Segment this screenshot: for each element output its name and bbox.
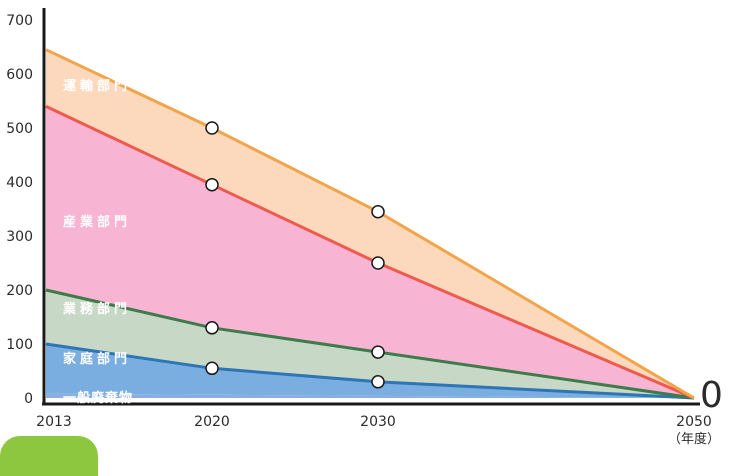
y-tick-label: 200 [6, 283, 33, 299]
x-tick-label: 2020 [194, 414, 230, 430]
data-marker-3 [371, 345, 385, 359]
series-line-4 [45, 48, 695, 400]
y-tick-label: 300 [6, 229, 33, 245]
data-markers [205, 121, 385, 389]
zero-annotation: 0 [700, 375, 723, 416]
series-lines [45, 48, 695, 400]
axes [42, 8, 700, 406]
data-marker-5 [371, 256, 385, 270]
series-line-2 [45, 288, 695, 400]
data-marker-6 [205, 121, 219, 135]
area-1 [46, 344, 694, 398]
x-tick-label: 2013 [36, 414, 72, 430]
label-transport: 運輸部門 [49, 70, 165, 99]
label-business: 業務部門 [49, 294, 165, 321]
series-line-3 [45, 105, 695, 400]
data-marker-2 [205, 321, 219, 335]
y-tick-label: 100 [6, 337, 33, 353]
data-marker-7 [371, 204, 385, 219]
label-household-text: 家庭部門 [63, 352, 132, 367]
y-tick-label: 500 [6, 121, 33, 137]
y-tick-label: 0 [24, 391, 33, 407]
label-waste-text: 一般廃棄物 [63, 391, 134, 406]
label-waste: 一般廃棄物 [49, 383, 165, 410]
label-transport-text: 運輸部門 [63, 79, 132, 94]
x-tick-label: 2050 [676, 414, 712, 430]
label-household: 家庭部門 [49, 344, 165, 371]
decorative-green-tab [0, 436, 98, 476]
x-tick-labels: 2013 2020 2030 2050 [36, 414, 712, 430]
label-business-text: 業務部門 [63, 302, 132, 317]
y-tick-label: 700 [6, 13, 33, 29]
data-marker-0 [205, 361, 219, 376]
label-industry-text: 産業部門 [63, 215, 132, 230]
area-4 [46, 49, 694, 398]
label-industry: 産業部門 [49, 206, 165, 235]
data-marker-4 [205, 177, 219, 192]
area-2 [46, 290, 694, 398]
series-line-1 [45, 342, 695, 400]
y-tick-label: 400 [6, 175, 33, 191]
x-tick-label: 2030 [360, 414, 396, 430]
area-0 [46, 393, 694, 398]
y-tick-label: 600 [6, 67, 33, 83]
x-unit-label: （年度） [668, 431, 720, 447]
y-tick-labels: 0 100 200 300 400 500 600 700 [6, 13, 33, 407]
data-marker-1 [371, 375, 385, 389]
